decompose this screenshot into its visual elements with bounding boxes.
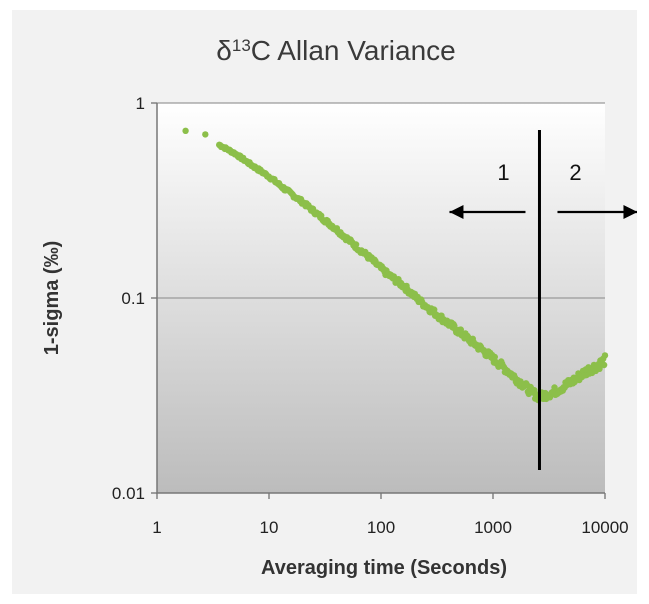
- x-tick-label-10: 10: [260, 518, 279, 537]
- chart-title: δ13C Allan Variance: [216, 35, 455, 66]
- chart-frame: δ13C Allan Variance 0.01 0.1 1 1 10 100 1000 1…: [12, 10, 637, 594]
- data-point: [596, 365, 603, 372]
- region-label-2: 2: [569, 160, 581, 185]
- data-point: [202, 131, 209, 138]
- chart-title-prefix: δ: [216, 35, 232, 66]
- data-point: [352, 241, 360, 248]
- data-point: [600, 361, 608, 369]
- data-point: [431, 306, 438, 313]
- x-tick-labels: 1 10 100 1000 10000: [152, 518, 628, 537]
- y-tick-label-1: 1: [136, 94, 145, 113]
- x-tick-label-1: 1: [152, 518, 161, 537]
- data-point: [491, 353, 498, 361]
- chart-title-suffix: C Allan Variance: [251, 35, 456, 66]
- x-tick-label-100: 100: [367, 518, 395, 537]
- data-point: [517, 378, 524, 385]
- data-point: [182, 127, 189, 135]
- region-label-1: 1: [497, 160, 509, 185]
- data-point: [457, 326, 464, 333]
- data-point: [601, 352, 609, 359]
- x-axis-title: Averaging time (Seconds): [261, 557, 507, 579]
- axes: [151, 102, 606, 499]
- region-arrowhead-1: [449, 205, 464, 219]
- y-tick-label-0.1: 0.1: [121, 289, 145, 308]
- x-tick-label-1000: 1000: [474, 518, 512, 537]
- x-tick-label-10000: 10000: [581, 518, 628, 537]
- chart-svg: δ13C Allan Variance 0.010.11 1 10 100 1000 1…: [41, 35, 637, 579]
- chart-title-sup: 13: [232, 36, 251, 55]
- data-points: [182, 127, 609, 404]
- region-arrowhead-2: [623, 205, 637, 219]
- gridlines: [157, 102, 605, 299]
- y-axis-title: 1-sigma (‰): [41, 241, 63, 355]
- y-tick-label-0.01: 0.01: [112, 484, 145, 503]
- y-tick-labels: 0.01 0.1 1: [112, 94, 145, 503]
